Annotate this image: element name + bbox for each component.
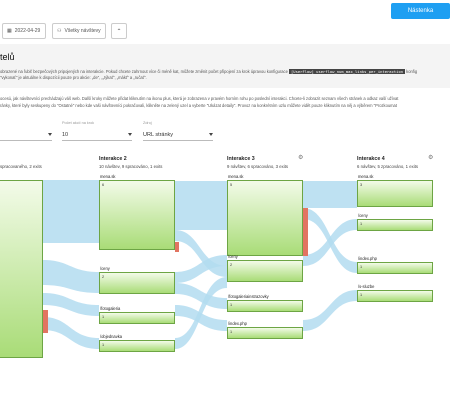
flow-node[interactable]: 1: [357, 219, 433, 231]
flow-link: [43, 293, 99, 316]
node-count: 1: [102, 343, 105, 347]
interaction-4-subtitle: 6 návštev, 5 zpracováno, 1 exits: [357, 164, 419, 169]
node-label: mena.sk: [358, 174, 374, 179]
flow-node[interactable]: 2: [227, 260, 303, 282]
gear-icon[interactable]: ⚙: [428, 155, 434, 161]
flow-link: [43, 180, 99, 243]
report-description: obrazené na ľubiť bezpečových pripojenýc…: [0, 69, 450, 80]
caret-down-icon: [128, 133, 132, 136]
actions-per-step-value: 10: [62, 131, 69, 138]
exit-indicator: [43, 310, 48, 333]
node-count: 1: [230, 303, 233, 307]
flow-node[interactable]: 1: [227, 327, 303, 339]
flow-node[interactable]: 1: [99, 340, 175, 352]
caret-down-icon: [209, 133, 213, 136]
interaction-1-subtitle: spracovaného, 2 exits: [0, 164, 42, 169]
actions-per-step-label: Počet akcií na krok: [62, 121, 95, 125]
exit-indicator: [175, 242, 179, 252]
description-text-end: konfig: [406, 69, 418, 74]
flow-node[interactable]: 1: [99, 312, 175, 324]
collapse-button[interactable]: ⌃: [111, 23, 127, 39]
node-label: mena.sk: [228, 174, 244, 179]
flow-link: [175, 230, 227, 277]
flow-node[interactable]: 2: [99, 272, 175, 294]
node-label: /index.php: [228, 321, 247, 326]
source-select[interactable]: URL stránky: [143, 129, 213, 141]
actions-per-step-select[interactable]: 10: [62, 129, 132, 141]
flow-link: [43, 317, 99, 349]
flow-node[interactable]: 3: [357, 180, 433, 207]
flow-node[interactable]: 1: [227, 300, 303, 312]
node-count: 2: [102, 275, 105, 279]
flow-link: [303, 219, 357, 266]
segment-label: Všetky návštevy: [64, 28, 101, 34]
node-label: /ceny: [228, 254, 238, 259]
flow-link: [303, 290, 357, 331]
node-count: 1: [360, 293, 363, 297]
caret-down-icon: [48, 133, 52, 136]
source-label: Zdroj: [143, 121, 152, 125]
flow-link: [175, 181, 227, 230]
node-count: 6: [102, 183, 105, 187]
node-label: /ceny: [358, 213, 368, 218]
node-count: 1: [102, 315, 105, 319]
node-count: 1: [360, 265, 363, 269]
date-picker-button[interactable]: ▦ 2022-04-29: [2, 23, 46, 39]
interaction-4-title: Interakce 4: [357, 156, 385, 162]
node-label: /index.php: [358, 256, 377, 261]
node-label: /s-sluzbe: [358, 284, 375, 289]
interaction-2-title: Interakce 2: [99, 156, 127, 162]
interaction-3-subtitle: 9 návštev, 6 spracováno, 3 exits: [227, 164, 289, 169]
node-count: 2: [230, 263, 233, 267]
chevron-up-icon: ⌃: [116, 28, 122, 35]
segment-button[interactable]: ⚇ Všetky návštevy: [52, 23, 106, 39]
flow-node[interactable]: [0, 180, 43, 358]
flow-link: [303, 181, 357, 208]
date-value: 2022-04-29: [14, 28, 41, 34]
exit-indicator: [303, 208, 308, 256]
node-count: 5: [230, 183, 233, 187]
node-label: mena.sk: [100, 174, 116, 179]
node-count: 3: [360, 183, 363, 187]
level-select[interactable]: [0, 129, 52, 141]
flow-description: ocesú, jak návštevníci prechádzajú váš w…: [0, 95, 450, 109]
segment-icon: ⚇: [57, 28, 62, 34]
config-code: [UserFlow] userflow_num_max_links_per_in…: [289, 69, 406, 74]
gear-icon[interactable]: ⚙: [298, 155, 304, 161]
dashboard-button-label: Nástenka: [407, 8, 434, 14]
node-label: /fotogaleriainstrazovky: [228, 294, 269, 299]
node-count: 1: [230, 330, 233, 334]
flow-node[interactable]: 1: [357, 290, 433, 302]
page-title: telů: [0, 52, 15, 62]
dashboard-button[interactable]: Nástenka: [391, 3, 450, 19]
node-label: /fotogaleria: [100, 306, 121, 311]
flow-link: [175, 305, 227, 331]
top-toolbar: ▦ 2022-04-29 ⚇ Všetky návštevy ⌃ Nástenk…: [0, 0, 450, 45]
flow-node[interactable]: 5: [227, 180, 303, 256]
flow-node[interactable]: 6: [99, 180, 175, 250]
interaction-2-subtitle: 10 návštev, 9 spracováno, 1 exits: [99, 164, 163, 169]
node-count: 1: [360, 222, 363, 226]
source-value: URL stránky: [143, 131, 174, 138]
flow-node[interactable]: 1: [357, 262, 433, 274]
node-label: /objednavka: [100, 334, 123, 339]
calendar-icon: ▦: [7, 28, 12, 34]
flow-link: [43, 260, 99, 293]
flow-link: [175, 277, 227, 349]
flow-link: [175, 283, 227, 309]
flow-description-line1: ocesú, jak návštevníci prechádzajú váš w…: [0, 96, 399, 101]
flow-description-line2: ránky, které byly seskupeny do "Ostatné"…: [0, 103, 397, 108]
description-text: obrazené na ľubiť bezpečových pripojenýc…: [0, 69, 288, 74]
node-label: /ceny: [100, 266, 110, 271]
flow-link: [175, 255, 227, 283]
interaction-3-title: Interakce 3: [227, 156, 255, 162]
description-text-line2: "vykonať" je aktuálne k dispozícii pouze…: [0, 74, 147, 80]
